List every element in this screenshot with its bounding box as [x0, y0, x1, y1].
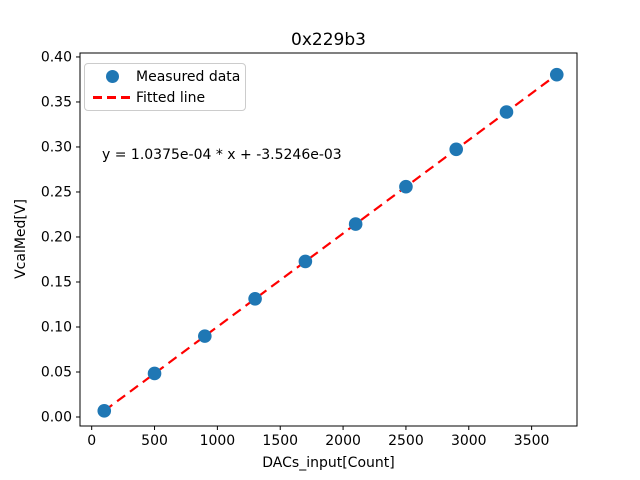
legend-item-fitted-line: Fitted line [91, 87, 239, 108]
data-point [97, 404, 112, 418]
legend: Measured data Fitted line [84, 63, 246, 111]
y-tick-label: 0.30 [41, 139, 72, 155]
y-tick-label: 0.35 [41, 94, 72, 110]
y-axis-label: VcalMed[V] [13, 199, 29, 279]
data-point [298, 254, 313, 269]
fit-equation-text: y = 1.0375e-04 * x + -3.5246e-03 [102, 147, 342, 163]
legend-swatch [91, 70, 133, 83]
y-tick-label: 0.10 [41, 319, 72, 335]
x-tick-label: 1500 [262, 433, 298, 449]
x-tick-label: 3000 [451, 433, 487, 449]
data-point [499, 105, 514, 119]
y-tick-label: 0.00 [41, 409, 72, 425]
dashed-line-icon [93, 96, 131, 99]
fitted-line [103, 73, 558, 412]
data-point [399, 179, 413, 194]
x-tick-label: 2000 [325, 433, 361, 449]
y-tick-label: 0.20 [41, 229, 72, 245]
x-tick-label: 500 [141, 433, 168, 449]
y-tick-label: 0.40 [41, 49, 72, 65]
legend-item-measured-data: Measured data [91, 66, 241, 87]
legend-label-fitted-line: Fitted line [136, 89, 206, 106]
legend-swatch [91, 96, 133, 99]
data-point [449, 142, 464, 157]
x-tick-label: 2500 [388, 433, 424, 449]
x-tick-label: 1000 [200, 433, 236, 449]
y-tick-label: 0.25 [41, 184, 72, 200]
data-point [348, 217, 363, 231]
chart-title: 0x229b3 [291, 30, 366, 50]
axes-frame [79, 52, 578, 427]
x-tick-label: 3500 [514, 433, 550, 449]
data-point [198, 329, 212, 343]
y-tick-label: 0.05 [41, 364, 72, 380]
scatter-marker-icon [105, 70, 119, 83]
data-point [147, 366, 162, 381]
x-tick-label: 0 [87, 433, 96, 449]
y-tick-label: 0.15 [41, 274, 72, 290]
data-point [549, 67, 564, 82]
x-axis-label: DACs_input[Count] [262, 455, 395, 471]
legend-label-measured-data: Measured data [136, 68, 241, 85]
data-point [248, 291, 262, 306]
